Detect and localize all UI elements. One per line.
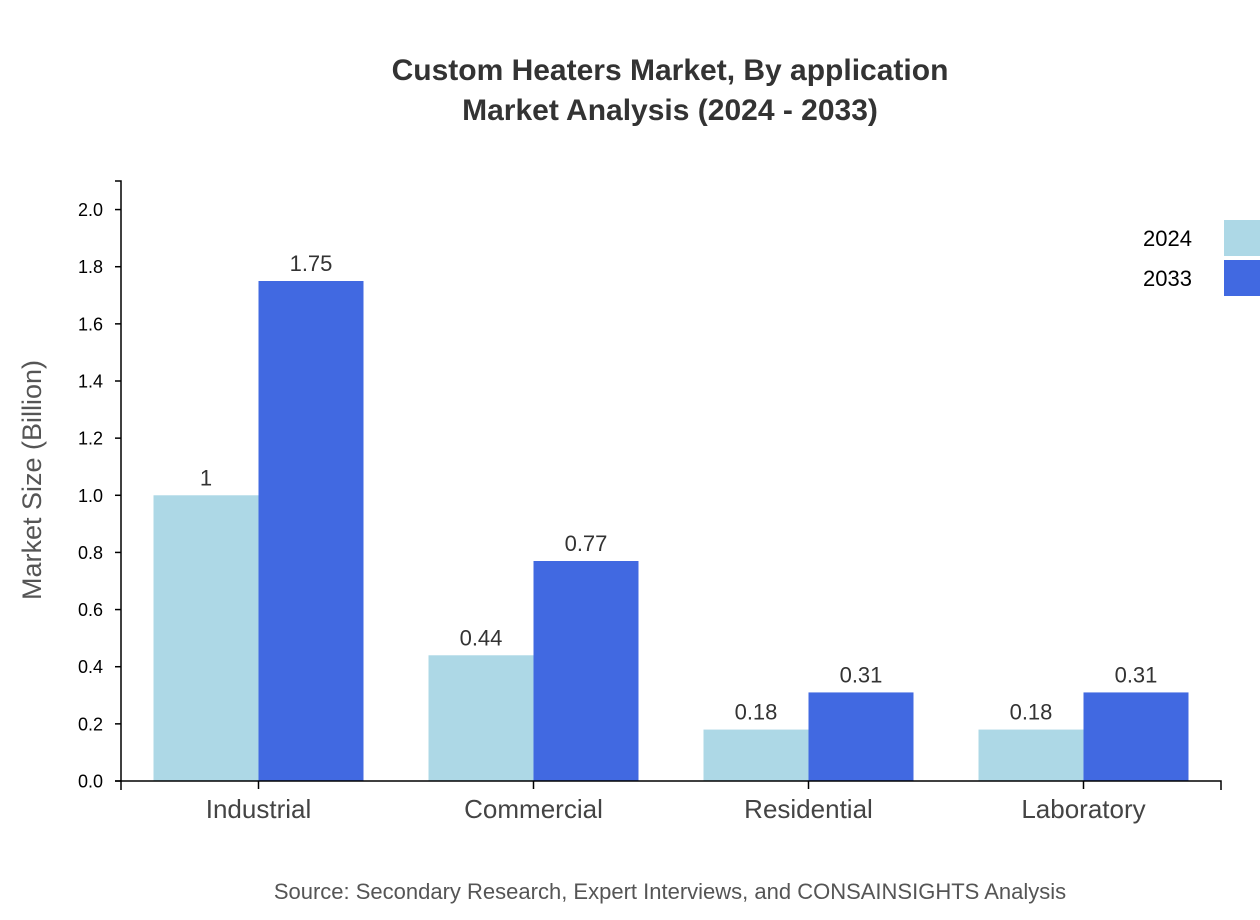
- y-tick-label: 0.2: [78, 714, 103, 734]
- legend-label-2033: 2033: [1143, 266, 1192, 291]
- y-tick-label: 0.4: [78, 657, 103, 677]
- y-axis-title: Market Size (Billion): [17, 360, 47, 600]
- chart-title-line-2: Market Analysis (2024 - 2033): [462, 94, 878, 127]
- y-tick-label: 0.0: [78, 772, 103, 792]
- data-label-laboratory-2024: 0.18: [1010, 700, 1053, 725]
- bar-industrial-2033: [258, 281, 364, 781]
- y-axis: 0.0 0.2 0.4 0.6 0.8 1.0 1.2 1.4 1.6 1.8 2.0: [78, 180, 122, 792]
- y-tick-label: 1.0: [78, 486, 103, 506]
- data-label-laboratory-2033: 0.31: [1115, 662, 1158, 687]
- x-tick-label-residential: Residential: [744, 794, 873, 824]
- data-label-residential-2033: 0.31: [840, 662, 883, 687]
- chart-title: Custom Heaters Market, By application Ma…: [392, 54, 949, 127]
- legend-swatch-2024: [1224, 220, 1260, 256]
- data-label-industrial-2033: 1.75: [290, 251, 333, 276]
- data-label-residential-2024: 0.18: [735, 700, 778, 725]
- legend-label-2024: 2024: [1143, 226, 1192, 251]
- y-tick-label: 0.6: [78, 600, 103, 620]
- chart-title-line-1: Custom Heaters Market, By application: [392, 54, 949, 87]
- data-labels-group: 1 1.75 0.44 0.77 0.18 0.31 0.18 0.31: [200, 251, 1158, 725]
- source-note: Source: Secondary Research, Expert Inter…: [274, 879, 1066, 904]
- bar-laboratory-2024: [978, 729, 1084, 781]
- bar-commercial-2033: [533, 561, 639, 781]
- y-tick-label: 1.6: [78, 314, 103, 334]
- bar-residential-2033: [808, 692, 914, 781]
- data-label-industrial-2024: 1: [200, 465, 212, 490]
- x-axis-line: [120, 780, 1222, 790]
- data-label-commercial-2033: 0.77: [565, 531, 608, 556]
- bar-laboratory-2033: [1083, 692, 1189, 781]
- data-label-commercial-2024: 0.44: [460, 625, 503, 650]
- bar-residential-2024: [703, 729, 809, 781]
- y-tick-label: 0.8: [78, 543, 103, 563]
- y-tick-label: 1.2: [78, 429, 103, 449]
- x-tick-label-industrial: Industrial: [206, 794, 312, 824]
- x-tick-label-laboratory: Laboratory: [1021, 794, 1145, 824]
- y-tick-label: 2.0: [78, 200, 103, 220]
- bar-industrial-2024: [153, 495, 259, 781]
- bars-group: [153, 281, 1189, 781]
- y-axis-line: [115, 180, 122, 782]
- bar-commercial-2024: [428, 655, 534, 781]
- x-tick-label-commercial: Commercial: [464, 794, 603, 824]
- legend: 2024 2033: [1143, 220, 1260, 296]
- y-tick-label: 1.8: [78, 257, 103, 277]
- x-axis: Industrial Commercial Residential Laborator…: [120, 780, 1222, 824]
- legend-swatch-2033: [1224, 260, 1260, 296]
- y-tick-label: 1.4: [78, 372, 103, 392]
